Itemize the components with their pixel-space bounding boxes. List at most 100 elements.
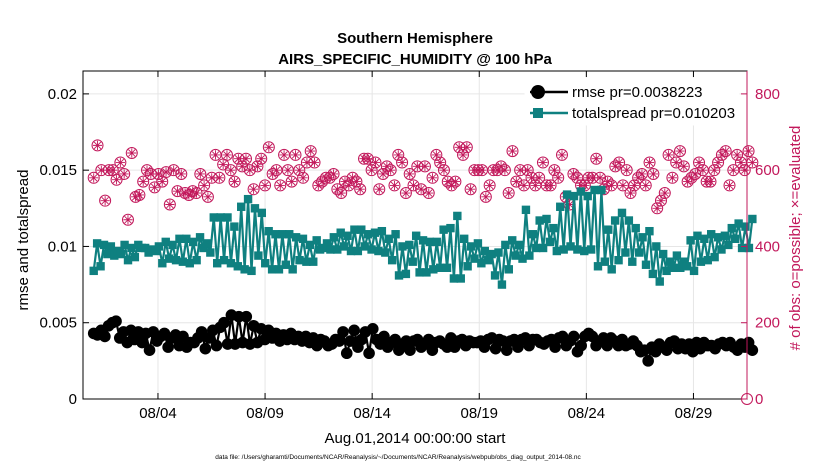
obs-evaluated-point xyxy=(466,184,476,194)
obs-evaluated-point xyxy=(180,188,190,198)
obs-possible-point xyxy=(670,156,683,169)
chart-subtitle: AIRS_SPECIFIC_HUMIDITY @ 100 hPa xyxy=(278,51,552,68)
obs-evaluated-point xyxy=(328,169,339,179)
totalspread-point xyxy=(96,262,105,271)
totalspread-point xyxy=(302,257,311,266)
obs-evaluated-point xyxy=(637,169,647,179)
totalspread-point xyxy=(429,265,438,274)
x-tick-label: 08/24 xyxy=(568,405,606,422)
obs-evaluated-point xyxy=(485,180,495,191)
obs-evaluated-point xyxy=(271,165,282,175)
obs-possible-point xyxy=(312,179,325,192)
obs-evaluated-point xyxy=(313,180,323,191)
obs-possible-point xyxy=(742,145,755,158)
totalspread-point xyxy=(89,266,98,276)
obs-evaluated-point xyxy=(92,140,103,150)
totalspread-point xyxy=(477,259,486,268)
x-tick-label: 08/04 xyxy=(139,405,177,422)
obs-evaluated-point xyxy=(721,146,731,156)
obs-evaluated-point xyxy=(287,177,297,187)
totalspread-point xyxy=(689,266,699,276)
obs-possible-point xyxy=(464,183,477,196)
totalspread-point xyxy=(346,246,356,256)
totalspread-point xyxy=(99,240,109,250)
obs-possible-point xyxy=(247,183,260,196)
obs-possible-point xyxy=(674,145,687,158)
totalspread-point xyxy=(336,228,345,237)
totalspread-point xyxy=(748,214,757,224)
totalspread-point xyxy=(418,236,428,245)
totalspread-point xyxy=(501,240,510,250)
obs-evaluated-point xyxy=(111,175,122,185)
totalspread-point xyxy=(267,265,277,274)
obs-possible-point xyxy=(228,175,241,188)
obs-evaluated-point xyxy=(134,190,144,200)
obs-evaluated-point xyxy=(595,173,605,183)
totalspread-point xyxy=(597,185,606,195)
totalspread-point xyxy=(384,234,393,244)
obs-evaluated-point xyxy=(477,165,487,175)
obs-evaluated-point xyxy=(336,188,346,198)
totalspread-point xyxy=(120,240,129,250)
obs-evaluated-point xyxy=(603,177,613,187)
obs-possible-point xyxy=(666,171,679,184)
obs-possible-point xyxy=(552,171,565,184)
obs-evaluated-point xyxy=(188,186,198,196)
obs-evaluated-point xyxy=(268,169,278,179)
totalspread-point xyxy=(425,237,435,247)
totalspread-point xyxy=(713,233,723,242)
obs-possible-point xyxy=(365,164,378,177)
totalspread-point xyxy=(151,246,160,256)
obs-evaluated-point xyxy=(416,184,426,194)
obs-possible-point xyxy=(685,171,698,184)
obs-evaluated-point xyxy=(694,157,704,168)
obs-possible-point xyxy=(620,164,633,177)
obs-evaluated-point xyxy=(675,146,685,156)
obs-possible-point xyxy=(719,145,732,158)
obs-evaluated-point xyxy=(431,150,441,160)
x-tick-label: 08/29 xyxy=(675,405,713,422)
totalspread-point xyxy=(545,237,555,247)
totalspread-point xyxy=(638,233,647,242)
rmse-point xyxy=(240,310,253,323)
rmse-point xyxy=(404,344,416,356)
totalspread-point xyxy=(401,269,411,279)
obs-evaluated-point xyxy=(169,165,179,175)
obs-possible-point xyxy=(738,164,751,177)
obs-evaluated-point xyxy=(698,165,708,175)
totalspread-point xyxy=(703,255,712,265)
obs-evaluated-point xyxy=(587,173,598,183)
totalspread-point xyxy=(178,257,188,266)
obs-evaluated-point xyxy=(606,180,617,191)
obs-possible-point xyxy=(624,187,637,200)
totalspread-point xyxy=(103,249,112,259)
obs-evaluated-point xyxy=(686,173,697,183)
obs-possible-point xyxy=(274,179,287,192)
obs-possible-point xyxy=(643,156,656,169)
obs-possible-point xyxy=(715,148,728,161)
totalspread-point xyxy=(295,255,304,265)
totalspread-point xyxy=(662,266,671,276)
totalspread-point xyxy=(490,271,500,280)
obs-evaluated-point xyxy=(374,184,384,194)
legend-spread-label: totalspread pr=0.010203 xyxy=(572,105,735,122)
obs-evaluated-point xyxy=(523,165,533,175)
obs-possible-point xyxy=(198,179,211,192)
obs-evaluated-point xyxy=(393,150,403,160)
obs-evaluated-point xyxy=(446,180,457,191)
obs-evaluated-point xyxy=(713,157,723,168)
totalspread-point xyxy=(387,255,397,265)
obs-possible-point xyxy=(681,175,694,188)
obs-evaluated-point xyxy=(663,150,674,160)
obs-evaluated-point xyxy=(264,142,274,152)
obs-evaluated-point xyxy=(625,188,636,198)
x-tick-label: 08/19 xyxy=(460,405,498,422)
obs-possible-point xyxy=(434,156,447,169)
obs-possible-point xyxy=(236,160,249,173)
totalspread-point xyxy=(549,223,558,233)
totalspread-point xyxy=(508,236,517,245)
obs-possible-point xyxy=(613,156,626,169)
obs-possible-point xyxy=(91,139,104,152)
obs-evaluated-point xyxy=(233,154,243,164)
totalspread-point xyxy=(185,259,194,268)
